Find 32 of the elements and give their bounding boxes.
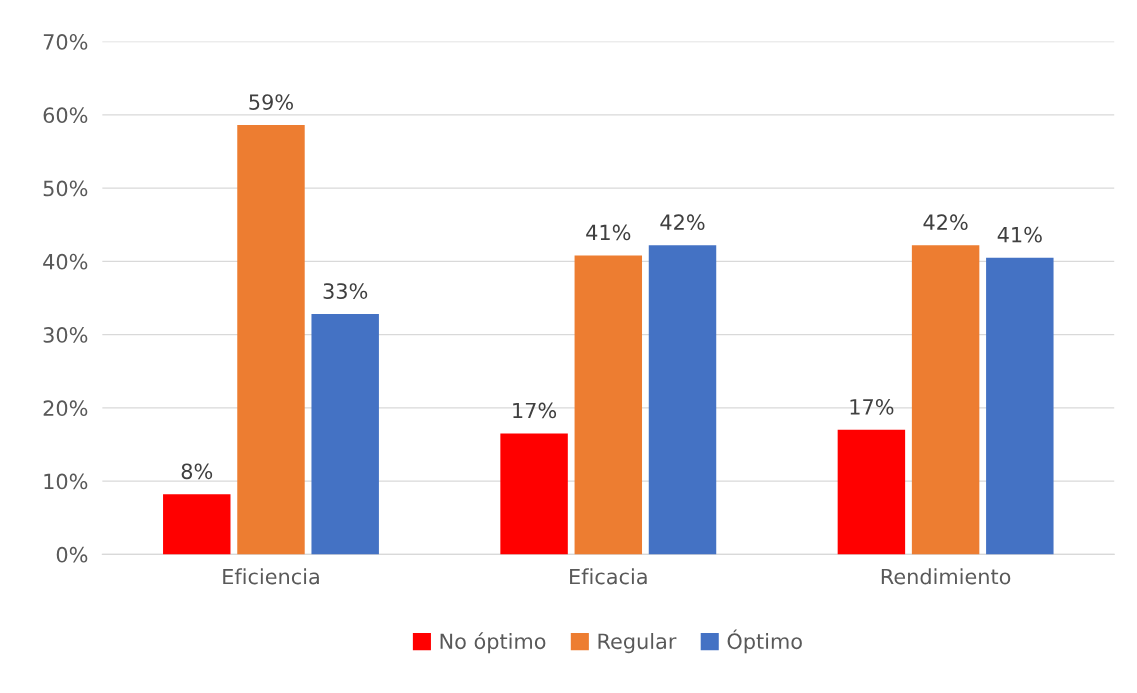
- data-label: 41%: [997, 226, 1042, 243]
- bar: [163, 494, 231, 555]
- bar: [237, 125, 305, 555]
- bar: [837, 429, 906, 555]
- data-label: 8%: [181, 463, 213, 480]
- bar: [574, 255, 643, 555]
- y-tick-label: 60%: [43, 107, 88, 124]
- legend-label: Regular: [598, 633, 677, 654]
- y-tick-label: 50%: [43, 180, 88, 197]
- y-tick-label: 30%: [43, 327, 88, 343]
- y-tick-label: 70%: [43, 34, 88, 50]
- x-tick-label: Eficiencia: [223, 568, 319, 585]
- legend-label: Óptimo: [727, 629, 802, 654]
- bar: [986, 257, 1054, 555]
- data-label: 59%: [249, 94, 293, 110]
- bar: [911, 245, 980, 555]
- bar: [311, 314, 379, 555]
- y-tick-label: 10%: [44, 473, 88, 490]
- data-label: 17%: [850, 398, 894, 415]
- y-tick-label: 0%: [56, 546, 88, 563]
- x-tick-label: Rendimiento: [881, 568, 1011, 585]
- legend-label: No óptimo: [440, 632, 546, 654]
- data-label: 33%: [323, 283, 368, 299]
- bar: [648, 245, 717, 555]
- data-label: 17%: [513, 402, 557, 419]
- data-label: 42%: [660, 214, 705, 231]
- y-tick-label: 20%: [43, 400, 88, 417]
- bar: [500, 433, 568, 555]
- data-label: 42%: [923, 214, 968, 231]
- y-tick-label: 40%: [43, 253, 88, 270]
- data-label: 41%: [586, 224, 631, 241]
- x-tick-label: Eficacia: [570, 568, 647, 585]
